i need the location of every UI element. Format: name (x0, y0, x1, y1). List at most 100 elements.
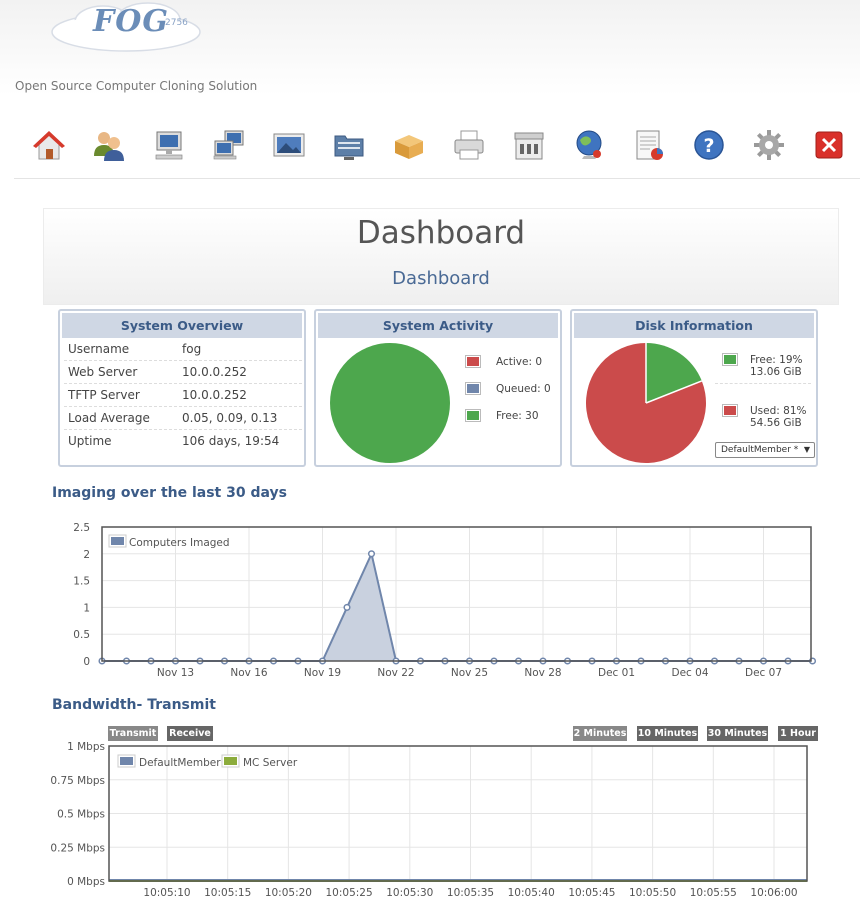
system-overview-panel: System Overview Username fog Web Server … (58, 309, 306, 467)
groups-icon[interactable] (212, 128, 246, 162)
x-tick-label: 10:05:10 (143, 887, 190, 899)
data-point (612, 657, 621, 665)
data-point (318, 657, 327, 665)
range-1-hour-button[interactable]: 1 Hour (778, 726, 818, 741)
data-point (539, 657, 547, 665)
legend-swatch-mc-server (221, 754, 240, 768)
overview-key: Uptime (68, 434, 112, 448)
legend-disk-free: Free: 19% (750, 354, 803, 366)
data-point (808, 657, 817, 665)
legend-free: Free: 30 (496, 410, 539, 422)
range-2-minutes-button[interactable]: 2 Minutes (573, 726, 627, 741)
range-10-minutes-button[interactable]: 10 Minutes (637, 726, 698, 741)
x-tick-label: Nov 13 (157, 667, 194, 679)
legend-queued: Queued: 0 (496, 383, 551, 395)
legend-swatch-queued (465, 382, 481, 395)
overview-row-tftp-server: TFTP Server 10.0.0.252 (64, 384, 302, 407)
svg-text:?: ? (703, 135, 714, 157)
x-tick-label: 10:05:15 (204, 887, 251, 899)
settings-gear-icon[interactable] (752, 128, 786, 162)
y-tick-label: 0.25 Mbps (50, 842, 105, 854)
overview-value: 0.05, 0.09, 0.13 (182, 411, 278, 425)
fog-logo-cloud[interactable] (48, 0, 203, 56)
home-icon[interactable] (32, 128, 66, 162)
overview-row-load-average: Load Average 0.05, 0.09, 0.13 (64, 407, 302, 430)
logo-text: FOG (93, 4, 170, 39)
legend-swatch-active (465, 355, 481, 368)
transmit-button[interactable]: Transmit (108, 726, 158, 741)
legend-disk-used: Used: 81% (750, 405, 807, 417)
tagline: Open Source Computer Cloning Solution (15, 79, 258, 93)
logout-close-icon[interactable] (812, 128, 846, 162)
legend-active: Active: 0 (496, 356, 543, 368)
disk-information-panel: Disk Information Free: 19% 13.06 GiB Use… (570, 309, 818, 467)
y-tick-label: 0 Mbps (67, 876, 105, 888)
y-tick-label: 1 (83, 602, 90, 614)
plot-border (108, 745, 808, 882)
overview-key: Username (68, 342, 130, 356)
data-point (637, 657, 645, 665)
legend-swatch-disk-free (722, 353, 738, 366)
nav-divider (14, 178, 860, 179)
legend-swatch-disk-used (722, 404, 738, 417)
data-point (98, 657, 106, 665)
header: FOG 2756 Open Source Computer Cloning So… (0, 0, 860, 120)
system-activity-title: System Activity (318, 313, 558, 338)
legend-swatch-fill (224, 757, 237, 765)
x-tick-label: 10:05:35 (447, 887, 494, 899)
data-point (343, 603, 351, 611)
reports-icon[interactable] (632, 128, 666, 162)
legend-swatch-fill (111, 537, 124, 545)
receive-button[interactable]: Receive (167, 726, 213, 741)
dashboard-banner: Dashboard Dashboard (43, 208, 839, 305)
page-title: Dashboard (356, 215, 526, 251)
x-tick-label: 10:05:50 (629, 887, 676, 899)
printers-icon[interactable] (452, 128, 486, 162)
data-point (686, 657, 694, 665)
overview-row-username: Username fog (64, 338, 302, 361)
x-tick-label: Dec 04 (671, 667, 708, 679)
data-point (784, 657, 792, 665)
images-icon[interactable] (272, 128, 306, 162)
legend-swatch-computers-imaged (108, 534, 127, 548)
data-point (220, 657, 229, 665)
x-tick-label: Nov 16 (230, 667, 268, 679)
system-overview-title: System Overview (62, 313, 302, 338)
storage-icon[interactable] (332, 128, 366, 162)
system-activity-panel: System Activity Active: 0 Queued: 0 Free… (314, 309, 562, 467)
legend-computers-imaged: Computers Imaged (129, 537, 230, 549)
page-subtitle: Dashboard (392, 268, 490, 289)
plot-area (102, 527, 811, 661)
x-tick-label: Nov 28 (524, 667, 561, 679)
data-point (441, 657, 449, 665)
storage-node-select[interactable]: DefaultMember * ▼ (715, 442, 815, 458)
data-point (392, 657, 400, 665)
pie-slice-free (646, 343, 702, 403)
main-nav: ? (15, 122, 860, 174)
plot-area (109, 746, 807, 881)
host-computer-icon[interactable] (152, 128, 186, 162)
overview-row-web-server: Web Server 10.0.0.252 (64, 361, 302, 384)
snapins-icon[interactable] (392, 128, 426, 162)
tasks-globe-icon[interactable] (572, 128, 606, 162)
y-tick-label: 0 (83, 656, 90, 668)
x-tick-label: 10:05:40 (508, 887, 555, 899)
y-tick-label: 1.5 (73, 576, 90, 588)
x-tick-label: 10:06:00 (750, 887, 797, 899)
data-point (710, 657, 719, 665)
disk-pie-chart (586, 343, 706, 463)
users-icon[interactable] (92, 128, 126, 162)
series-area (102, 553, 813, 661)
y-tick-label: 0.5 (73, 629, 90, 641)
series-line (102, 550, 813, 662)
range-30-minutes-button[interactable]: 30 Minutes (707, 726, 768, 741)
data-point (196, 657, 204, 665)
data-point (514, 657, 523, 665)
data-point (588, 657, 596, 665)
chevron-down-icon: ▼ (803, 445, 810, 454)
help-icon[interactable]: ? (692, 128, 726, 162)
x-tick-label: 10:05:20 (265, 887, 312, 899)
service-icon[interactable] (512, 128, 546, 162)
x-tick-label: Nov 25 (451, 667, 488, 679)
data-point (735, 657, 743, 665)
